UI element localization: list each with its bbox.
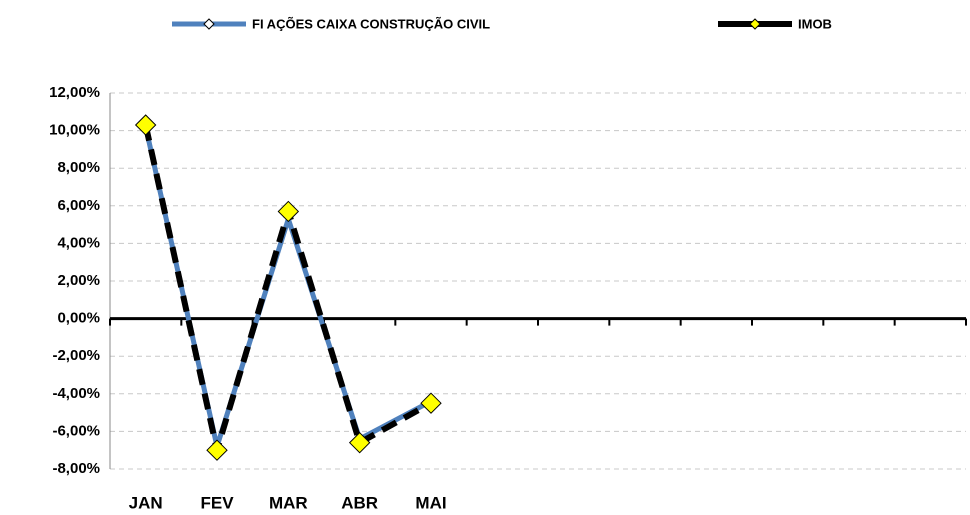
legend-marker [203, 18, 215, 30]
y-tick-label: -2,00% [52, 347, 100, 364]
marker [420, 392, 442, 414]
x-tick-label: JAN [129, 493, 163, 512]
series-line [143, 126, 433, 449]
x-tick-label: MAR [269, 493, 308, 512]
x-tick-label: MAI [415, 493, 446, 512]
y-tick-label: 10,00% [49, 122, 100, 139]
y-tick-label: 0,00% [57, 310, 100, 327]
y-tick-label: 2,00% [57, 272, 100, 289]
y-tick-label: -4,00% [52, 385, 100, 402]
marker [134, 114, 157, 136]
legend-label: FI AÇÕES CAIXA CONSTRUÇÃO CIVIL [252, 16, 490, 31]
legend-label: IMOB [798, 16, 832, 31]
y-tick-label: 4,00% [57, 234, 100, 251]
x-tick-label: FEV [200, 493, 234, 512]
x-tick-label: ABR [341, 493, 378, 512]
y-tick-label: -6,00% [52, 422, 100, 439]
y-tick-label: 12,00% [49, 84, 100, 101]
marker [206, 439, 228, 461]
y-tick-label: 6,00% [57, 197, 100, 214]
series-line [142, 124, 433, 454]
y-tick-label: -8,00% [52, 460, 100, 477]
marker [277, 200, 300, 223]
y-tick-label: 8,00% [57, 159, 100, 176]
marker [348, 431, 371, 454]
legend-marker [749, 18, 761, 30]
